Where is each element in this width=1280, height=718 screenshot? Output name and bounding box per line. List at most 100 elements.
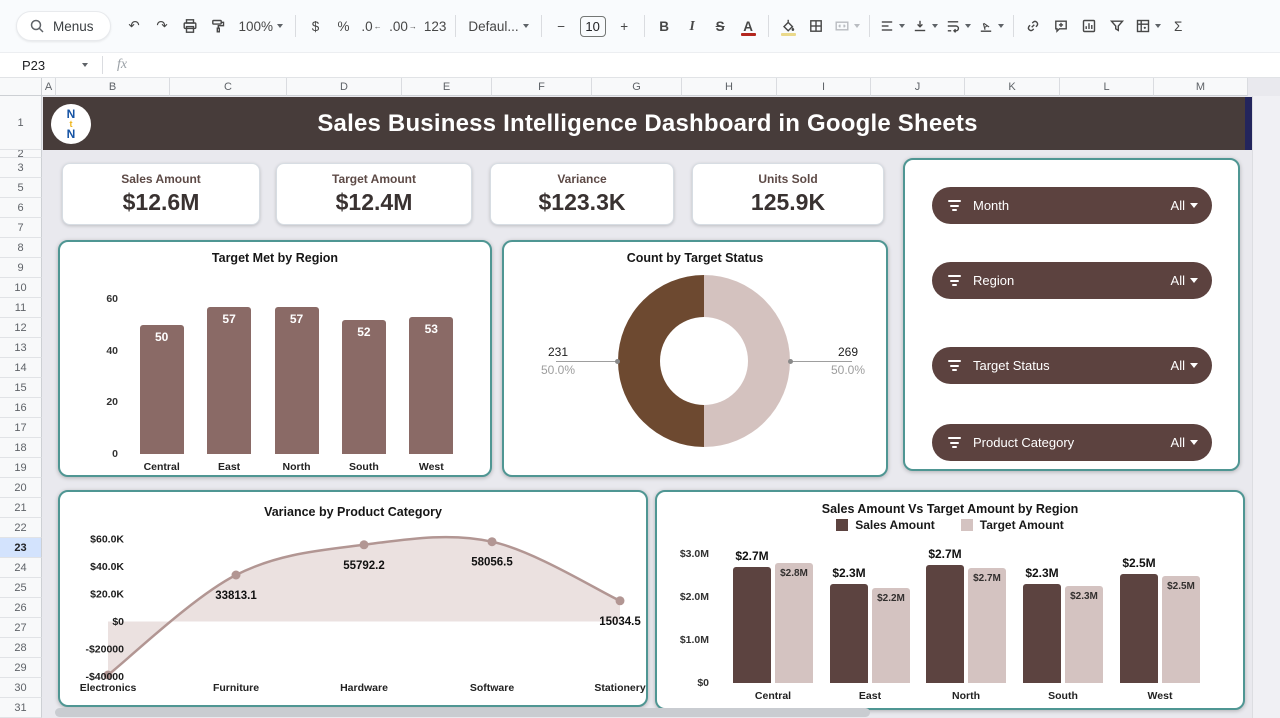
functions-button[interactable]: Σ [1173, 18, 1183, 34]
horizontal-align-button[interactable] [876, 13, 908, 39]
pivot-table-button[interactable] [1132, 13, 1164, 39]
row-header-7[interactable]: 7 [0, 218, 42, 238]
filter-pill-month[interactable]: Month All [932, 187, 1212, 224]
filter-value-dropdown[interactable]: All [1171, 273, 1198, 288]
column-header-H[interactable]: H [682, 78, 777, 96]
column-header-C[interactable]: C [170, 78, 287, 96]
x-category-label: South [349, 461, 379, 473]
column-header-J[interactable]: J [871, 78, 965, 96]
slice-percent-label: 50.0% [830, 363, 866, 377]
row-header-26[interactable]: 26 [0, 598, 42, 618]
row-header-6[interactable]: 6 [0, 198, 42, 218]
chart-sales-vs-target-by-region[interactable]: Sales Amount Vs Target Amount by Region … [655, 490, 1245, 710]
insert-comment-button[interactable] [1048, 13, 1075, 39]
row-header-16[interactable]: 16 [0, 398, 42, 418]
font-family-select[interactable]: Defaul... [462, 13, 534, 39]
row-header-5[interactable]: 5 [0, 178, 42, 198]
data-point [487, 537, 497, 547]
row-header-22[interactable]: 22 [0, 518, 42, 538]
column-header-K[interactable]: K [965, 78, 1060, 96]
italic-button[interactable]: I [689, 18, 695, 33]
borders-button[interactable] [803, 13, 830, 39]
vertical-align-button[interactable] [909, 13, 941, 39]
callout-dot [615, 359, 620, 364]
row-header-14[interactable]: 14 [0, 358, 42, 378]
y-tick: $40.0K [90, 561, 124, 573]
row-header-20[interactable]: 20 [0, 478, 42, 498]
zoom-select[interactable]: 100% [233, 13, 290, 39]
print-button[interactable] [177, 13, 204, 39]
column-header-I[interactable]: I [777, 78, 871, 96]
row-header-24[interactable]: 24 [0, 558, 42, 578]
row-header-13[interactable]: 13 [0, 338, 42, 358]
data-point [359, 540, 369, 550]
redo-button[interactable]: ↷ [156, 18, 168, 33]
filter-value-dropdown[interactable]: All [1171, 198, 1198, 213]
create-filter-button[interactable] [1104, 13, 1131, 39]
fill-color-button[interactable] [775, 13, 802, 39]
row-header-18[interactable]: 18 [0, 438, 42, 458]
row-header-12[interactable]: 12 [0, 318, 42, 338]
row-header-9[interactable]: 9 [0, 258, 42, 278]
y-tick: 20 [106, 396, 118, 409]
menus-search-button[interactable]: Menus [16, 11, 111, 41]
row-header-30[interactable]: 30 [0, 678, 42, 698]
row-header-31[interactable]: 31 [0, 698, 42, 718]
insert-chart-button[interactable] [1076, 13, 1103, 39]
row-header-23[interactable]: 23 [0, 538, 42, 558]
column-header-D[interactable]: D [287, 78, 402, 96]
row-header-21[interactable]: 21 [0, 498, 42, 518]
column-header-L[interactable]: L [1060, 78, 1154, 96]
row-header-11[interactable]: 11 [0, 298, 42, 318]
format-currency-button[interactable]: $ [311, 18, 320, 34]
chart-target-met-by-region[interactable]: Target Met by Region 0 20 40 60 50 Central … [58, 240, 492, 477]
decrease-font-size-button[interactable]: − [557, 18, 566, 34]
row-header-1[interactable]: 1 [0, 96, 42, 150]
column-header-B[interactable]: B [56, 78, 170, 96]
text-wrap-button[interactable] [942, 13, 974, 39]
chart-count-by-target-status[interactable]: Count by Target Status 231 50.0% 269 50.… [502, 240, 888, 477]
row-header-15[interactable]: 15 [0, 378, 42, 398]
name-box[interactable]: P23 [0, 58, 96, 73]
text-color-button[interactable]: A [735, 13, 762, 39]
increase-decimals-button[interactable]: .00 → [389, 18, 417, 34]
merge-cells-button[interactable] [831, 13, 863, 39]
filter-value-dropdown[interactable]: All [1171, 358, 1198, 373]
paint-format-button[interactable] [205, 13, 232, 39]
formula-input[interactable] [127, 53, 1280, 77]
increase-font-size-button[interactable]: + [620, 18, 629, 34]
row-header-25[interactable]: 25 [0, 578, 42, 598]
row-header-28[interactable]: 28 [0, 638, 42, 658]
row-header-29[interactable]: 29 [0, 658, 42, 678]
horizontal-scrollbar[interactable] [55, 708, 870, 717]
row-header-8[interactable]: 8 [0, 238, 42, 258]
column-header-A[interactable]: A [42, 78, 56, 96]
legend-swatch [960, 519, 973, 531]
row-header-2[interactable]: 2 [0, 150, 42, 158]
bold-button[interactable]: B [659, 18, 670, 34]
filter-value-dropdown[interactable]: All [1171, 435, 1198, 450]
column-header-F[interactable]: F [492, 78, 592, 96]
text-rotation-button[interactable]: A [975, 13, 1007, 39]
row-header-19[interactable]: 19 [0, 458, 42, 478]
filter-pill-product-category[interactable]: Product Category All [932, 424, 1212, 461]
chart-variance-by-product-category[interactable]: Variance by Product Category $60.0K $40.0… [58, 490, 648, 707]
format-percent-button[interactable]: % [337, 18, 350, 34]
font-size-input[interactable]: 10 [579, 15, 606, 37]
dashboard-title: Sales Business Intelligence Dashboard in… [317, 109, 978, 137]
decrease-decimals-button[interactable]: .0 ← [361, 18, 382, 34]
filter-pill-target-status[interactable]: Target Status All [932, 347, 1212, 384]
column-header-G[interactable]: G [592, 78, 682, 96]
undo-button[interactable]: ↶ [128, 18, 140, 33]
strikethrough-button[interactable]: S [715, 18, 725, 34]
insert-link-button[interactable] [1020, 13, 1047, 39]
more-formats-button[interactable]: 123 [423, 18, 447, 34]
row-header-17[interactable]: 17 [0, 418, 42, 438]
row-header-3[interactable]: 3 [0, 158, 42, 178]
row-header-27[interactable]: 27 [0, 618, 42, 638]
column-header-E[interactable]: E [402, 78, 492, 96]
filter-pill-region[interactable]: Region All [932, 262, 1212, 299]
select-all-corner[interactable] [0, 78, 42, 96]
column-header-M[interactable]: M [1154, 78, 1248, 96]
row-header-10[interactable]: 10 [0, 278, 42, 298]
